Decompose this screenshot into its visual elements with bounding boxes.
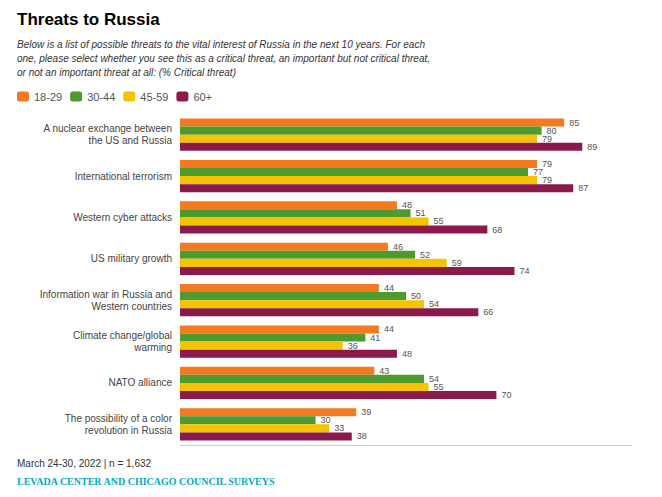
svg-text:52: 52 [420,250,430,260]
svg-text:87: 87 [578,183,588,193]
svg-text:54: 54 [429,299,439,309]
svg-text:46: 46 [393,242,403,252]
svg-text:36: 36 [348,341,358,351]
svg-text:41: 41 [370,333,380,343]
svg-text:Information war in Russia and: Information war in Russia and [40,289,172,300]
svg-text:43: 43 [379,366,389,376]
svg-text:33: 33 [334,423,344,433]
svg-text:48: 48 [402,349,412,359]
svg-text:International terrorism: International terrorism [75,171,172,182]
svg-text:30-44: 30-44 [87,91,115,103]
svg-text:March 24-30, 2022 | n = 1,632: March 24-30, 2022 | n = 1,632 [17,458,152,469]
svg-text:revolution in Russia: revolution in Russia [85,425,173,436]
svg-text:70: 70 [501,390,511,400]
svg-text:77: 77 [533,167,544,177]
svg-text:55: 55 [434,216,444,226]
svg-text:79: 79 [542,134,552,144]
svg-text:Western countries: Western countries [92,301,172,312]
svg-text:44: 44 [384,283,394,293]
svg-text:The possibility of a color: The possibility of a color [65,413,173,424]
svg-text:30: 30 [321,415,331,425]
svg-text:18-29: 18-29 [34,91,62,103]
svg-text:A nuclear exchange between: A nuclear exchange between [44,123,172,134]
svg-text:the US and Russia: the US and Russia [89,135,173,146]
svg-text:48: 48 [402,200,412,210]
svg-text:79: 79 [542,159,552,169]
svg-text:55: 55 [434,382,444,392]
svg-text:68: 68 [492,225,502,235]
svg-text:one, please select whether you: one, please select whether you see this … [17,53,430,64]
svg-text:Western cyber attacks: Western cyber attacks [73,212,172,223]
svg-text:89: 89 [587,142,597,152]
svg-text:44: 44 [384,324,394,334]
svg-text:54: 54 [429,373,440,384]
svg-text:74: 74 [519,266,529,276]
svg-text:59: 59 [452,258,462,268]
svg-text:LEVADA CENTER AND CHICAGO COUN: LEVADA CENTER AND CHICAGO COUNCIL SURVEY… [17,476,275,487]
svg-text:45-59: 45-59 [140,91,168,103]
svg-text:US military growth: US military growth [91,253,172,264]
svg-text:warming: warming [133,342,172,353]
svg-text:or not an important threat at: or not an important threat at all: (% Cr… [17,67,236,78]
svg-text:80: 80 [546,125,557,136]
svg-text:Below is a list of possible th: Below is a list of possible threats to t… [17,39,425,50]
svg-text:66: 66 [483,307,493,317]
svg-text:79: 79 [542,175,552,185]
svg-text:NATO alliance: NATO alliance [108,377,172,388]
svg-text:51: 51 [416,208,426,218]
svg-text:39: 39 [361,407,371,417]
svg-text:60+: 60+ [193,91,212,103]
svg-text:Climate change/global: Climate change/global [73,330,172,341]
svg-text:50: 50 [411,291,421,301]
svg-text:38: 38 [357,431,367,441]
svg-text:85: 85 [569,118,579,128]
svg-text:Threats to Russia: Threats to Russia [17,10,160,29]
